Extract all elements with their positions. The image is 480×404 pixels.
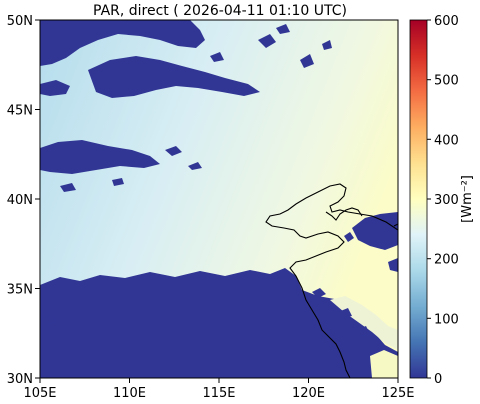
x-tick-label: 125E bbox=[381, 386, 414, 401]
y-tick-labels: 50N 45N 40N 35N 30N bbox=[7, 14, 33, 387]
x-tick-label: 120E bbox=[292, 386, 325, 401]
no-data-region-south bbox=[40, 268, 398, 378]
y-ticks bbox=[35, 19, 40, 379]
no-data-region-east bbox=[352, 212, 398, 250]
x-tick-label: 105E bbox=[23, 386, 56, 401]
coastline-peninsula bbox=[325, 207, 363, 221]
cloud-band-north-2 bbox=[88, 56, 260, 98]
y-tick-label: 50N bbox=[7, 14, 33, 29]
x-tick-label: 115E bbox=[202, 386, 235, 401]
colorbar-tick-label: 500 bbox=[434, 74, 459, 89]
y-tick-label: 30N bbox=[7, 372, 33, 387]
colorbar-ticks bbox=[427, 19, 431, 379]
x-tick-labels: 105E 110E 115E 120E 125E bbox=[23, 386, 414, 401]
y-tick-label: 45N bbox=[7, 104, 33, 119]
x-ticks bbox=[39, 378, 399, 383]
cloud-band-north-1 bbox=[40, 20, 205, 66]
colorbar-tick-label: 300 bbox=[434, 193, 459, 208]
map-panel bbox=[40, 20, 398, 378]
colorbar-label: [Wm⁻²] bbox=[460, 175, 475, 223]
y-tick-label: 35N bbox=[7, 283, 33, 298]
cloud-band-west-mid bbox=[40, 140, 160, 174]
colorbar-tick-label: 200 bbox=[434, 253, 459, 268]
y-tick-label: 40N bbox=[7, 193, 33, 208]
colorbar-tick-label: 600 bbox=[434, 14, 459, 29]
cloud-bits-west-mid bbox=[60, 146, 202, 192]
colorbar-tick-label: 400 bbox=[434, 133, 459, 148]
colorbar-gradient-bar bbox=[409, 19, 428, 379]
colorbar-tick-label: 100 bbox=[434, 312, 459, 327]
cloud-band-north-3 bbox=[40, 80, 70, 96]
cloud-speck-east bbox=[344, 232, 398, 272]
coastline bbox=[265, 183, 398, 378]
map-title: PAR, direct ( 2026-04-11 01:10 UTC) bbox=[93, 3, 347, 19]
colorbar-tick-label: 0 bbox=[434, 372, 442, 387]
x-tick-label: 110E bbox=[113, 386, 146, 401]
colorbar: 600 500 400 300 200 100 0 [Wm⁻²] bbox=[409, 14, 475, 387]
coastline-island bbox=[393, 223, 398, 227]
bright-patch-southeast bbox=[370, 350, 398, 378]
